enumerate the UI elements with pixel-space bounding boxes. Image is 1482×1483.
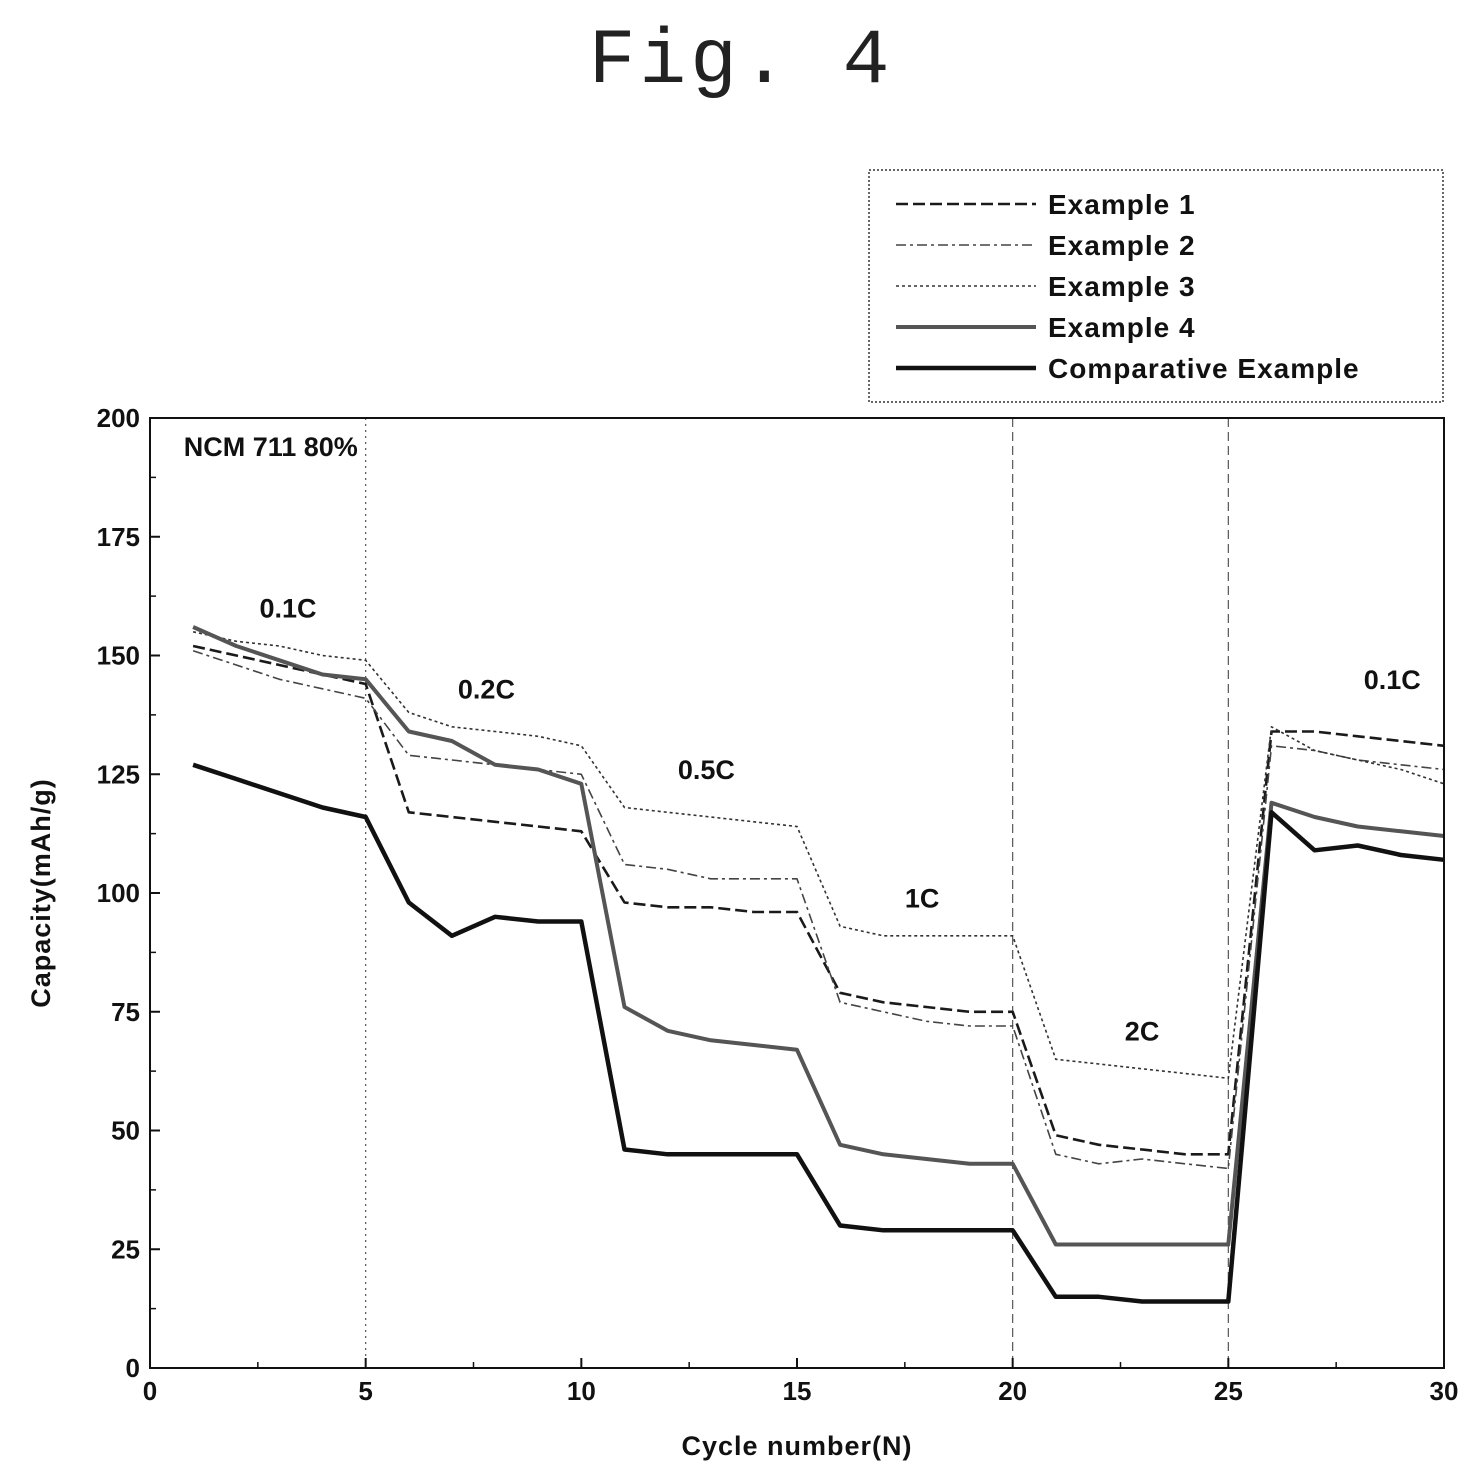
annotation-3: 0.5C <box>678 755 735 785</box>
annotation-5: 2C <box>1125 1016 1160 1046</box>
x-tick-label: 20 <box>998 1376 1027 1406</box>
y-tick-label: 50 <box>111 1116 140 1146</box>
series-line-2 <box>192 650 1445 1170</box>
x-axis-title: Cycle number(N) <box>681 1431 912 1461</box>
series-line-1 <box>192 644 1445 1156</box>
series-line-4 <box>192 625 1445 1247</box>
series-line-5 <box>192 762 1445 1304</box>
x-tick-label: 15 <box>783 1376 812 1406</box>
axis-ticks: 0 25 50 75 100 125 150 175 200 0 5 10 15 20 25 30 <box>97 403 1459 1406</box>
x-tick-label: 0 <box>143 1376 157 1406</box>
x-tick-label: 5 <box>358 1376 372 1406</box>
rate-boundaries <box>365 418 1229 1368</box>
annotations: NCM 711 80% 0.1C 0.2C 0.5C 1C 2C 0.1C <box>184 432 1421 1046</box>
y-tick-label: 150 <box>97 641 140 671</box>
legend-label: Comparative Example <box>1048 353 1360 384</box>
x-tick-label: 30 <box>1430 1376 1459 1406</box>
legend: Example 1 Example 2 Example 3 Example 4 Comp… <box>868 169 1444 403</box>
plot-frame <box>149 417 1445 1369</box>
legend-label: Example 3 <box>1048 271 1196 302</box>
y-tick-label: 25 <box>111 1234 140 1264</box>
y-axis-title: Capacity(mAh/g) <box>26 778 56 1008</box>
figure-title: Fig. 4 <box>588 18 894 106</box>
legend-label: Example 4 <box>1048 312 1196 343</box>
annotation-4: 1C <box>905 883 940 913</box>
x-tick-label: 25 <box>1214 1376 1243 1406</box>
series-lines <box>192 625 1445 1304</box>
annotation-0: NCM 711 80% <box>184 432 358 462</box>
annotation-1: 0.1C <box>260 594 317 624</box>
legend-label: Example 1 <box>1048 189 1196 220</box>
series-line-3 <box>192 631 1445 1080</box>
y-tick-label: 175 <box>97 522 140 552</box>
annotation-2: 0.2C <box>458 674 515 704</box>
y-tick-label: 125 <box>97 759 140 789</box>
y-tick-label: 75 <box>111 997 140 1027</box>
x-tick-label: 10 <box>567 1376 596 1406</box>
y-tick-label: 200 <box>97 403 140 433</box>
annotation-6: 0.1C <box>1364 665 1421 695</box>
y-tick-label: 100 <box>97 878 140 908</box>
legend-label: Example 2 <box>1048 230 1196 261</box>
y-tick-label: 0 <box>126 1353 140 1383</box>
